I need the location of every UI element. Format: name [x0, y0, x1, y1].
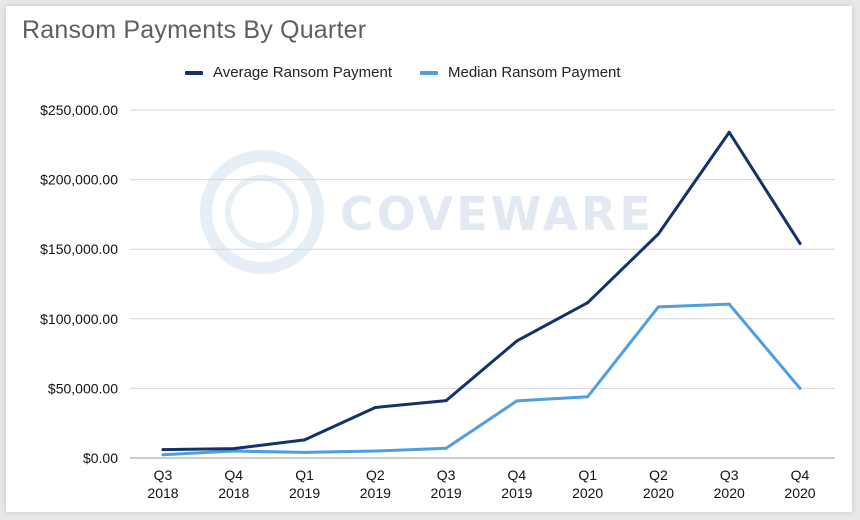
series-line-median: [161, 302, 802, 457]
x-tick-label: Q4 2018: [218, 467, 249, 501]
data-point-median: [161, 453, 165, 457]
data-point-median: [515, 399, 519, 403]
y-tick-label: $100,000.00: [40, 311, 118, 327]
watermark-text: COVEWARE: [340, 187, 654, 241]
legend-swatch-average: [185, 70, 203, 75]
data-point-average: [373, 405, 377, 409]
legend-item-median: Median Ransom Payment: [419, 64, 621, 81]
x-axis: Q3 2018 Q4 2018 Q1 2019 Q2 2019 Q3 2019 Q4 2019 Q1 20…: [147, 467, 815, 501]
legend-label-average: Average Ransom Payment: [213, 64, 392, 81]
data-point-average: [232, 447, 236, 451]
y-axis: $0.00 $50,000.00 $100,000.00 $150,000.00 $20…: [40, 102, 118, 466]
y-tick-label: $200,000.00: [40, 172, 118, 188]
chart-legend: Average Ransom Payment Median Ransom Pay…: [185, 64, 621, 81]
legend-label-median: Median Ransom Payment: [447, 64, 621, 81]
series-lines: [161, 130, 802, 457]
data-point-median: [586, 395, 590, 399]
data-point-median: [232, 449, 236, 453]
watermark-logo-inner-ring: [225, 175, 299, 249]
x-tick-label: Q3 2018: [147, 467, 178, 501]
data-point-average: [656, 232, 660, 236]
data-point-median: [373, 449, 377, 453]
x-tick-label: Q3 2019: [431, 467, 462, 501]
x-tick-label: Q2 2019: [360, 467, 391, 501]
y-tick-label: $250,000.00: [40, 102, 118, 118]
x-tick-label: Q3 2020: [714, 467, 745, 501]
data-point-median: [303, 450, 307, 454]
data-point-average: [727, 130, 731, 134]
chart-title: Ransom Payments By Quarter: [22, 16, 367, 44]
data-point-average: [303, 438, 307, 442]
x-tick-label: Q4 2020: [784, 467, 815, 501]
grid-lines: [130, 109, 835, 459]
x-tick-label: Q1 2020: [572, 467, 603, 501]
data-point-median: [656, 305, 660, 309]
x-tick-label: Q2 2020: [643, 467, 674, 501]
legend-swatch-median: [419, 70, 438, 75]
series-line-average: [161, 130, 802, 452]
chart-card: [6, 6, 852, 512]
data-point-average: [586, 301, 590, 305]
data-point-median: [727, 302, 731, 306]
y-tick-label: $0.00: [83, 450, 118, 466]
data-point-average: [444, 399, 448, 403]
legend-item-average: Average Ransom Payment: [185, 64, 392, 81]
data-point-average: [515, 339, 519, 343]
y-tick-label: $50,000.00: [48, 380, 118, 396]
data-point-median: [444, 446, 448, 450]
x-tick-label: Q1 2019: [289, 467, 320, 501]
watermark-logo-outer-ring: [200, 150, 324, 274]
data-point-median: [798, 386, 802, 390]
y-tick-label: $150,000.00: [40, 241, 118, 257]
data-point-average: [161, 448, 165, 452]
data-point-average: [798, 241, 802, 245]
coveware-watermark: COVEWARE: [200, 150, 654, 274]
x-tick-label: Q4 2019: [501, 467, 532, 501]
